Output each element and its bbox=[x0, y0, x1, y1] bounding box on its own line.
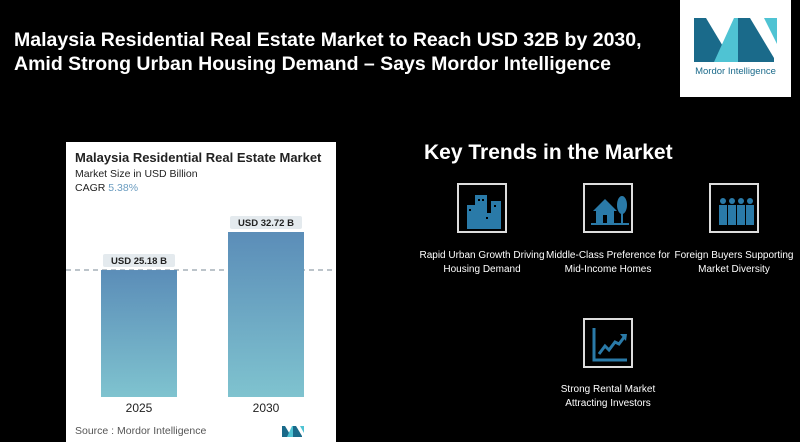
data-label-bg bbox=[230, 216, 302, 229]
source-logo-icon bbox=[282, 426, 304, 437]
mordor-logo: Mordor Intelligence bbox=[680, 0, 791, 97]
chart-panel: USD 25.18 B 2025 USD 32.72 B 2030 Malaysia … bbox=[66, 142, 336, 442]
mordor-logo-icon bbox=[694, 18, 777, 62]
house-tree-icon bbox=[583, 183, 633, 233]
key-trends-title: Key Trends in the Market bbox=[424, 141, 673, 164]
headline: Malaysia Residential Real Estate Market … bbox=[14, 29, 642, 75]
data-label: USD 32.72 B bbox=[238, 218, 294, 229]
x-tick-label: 2025 bbox=[126, 401, 153, 415]
data-label: USD 25.18 B bbox=[111, 256, 167, 267]
buildings-icon bbox=[457, 183, 507, 233]
trend-label: Strong Rental Market Attracting Investor… bbox=[560, 384, 656, 409]
trend-label: Middle-Class Preference for Mid-Income H… bbox=[546, 250, 670, 275]
chart-title: Malaysia Residential Real Estate Market bbox=[75, 150, 322, 165]
x-tick-label: 2030 bbox=[253, 401, 280, 415]
data-label-bg bbox=[103, 254, 175, 268]
growth-chart-icon bbox=[583, 318, 633, 368]
trend-label: Rapid Urban Growth Driving Housing Deman… bbox=[419, 250, 545, 275]
bar-2025 bbox=[101, 270, 177, 397]
source: Source : Mordor Intelligence bbox=[75, 425, 207, 437]
people-icon bbox=[709, 183, 759, 233]
bar-chart: USD 25.18 B 2025 USD 32.72 B 2030 bbox=[66, 216, 336, 415]
cagr-label: CAGR bbox=[75, 182, 106, 194]
logo-text: Mordor Intelligence bbox=[695, 66, 776, 77]
chart-subtitle: Market Size in USD Billion bbox=[75, 168, 198, 180]
cagr: CAGR 5.38% bbox=[75, 182, 138, 194]
trend-label: Foreign Buyers Supporting Market Diversi… bbox=[674, 250, 794, 275]
bar-2030 bbox=[228, 232, 304, 397]
cagr-value: 5.38% bbox=[108, 182, 139, 194]
